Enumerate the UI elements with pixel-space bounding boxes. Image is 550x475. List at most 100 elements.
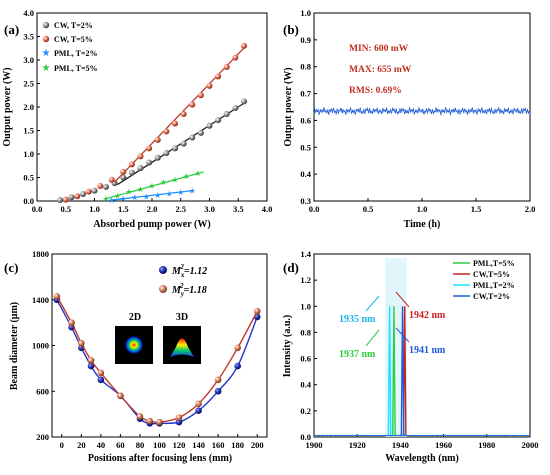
xtick-label: 160 bbox=[212, 440, 225, 450]
xtick-label: 0.0 bbox=[309, 204, 320, 214]
ytick-label: 3.5 bbox=[23, 32, 34, 42]
xtick-label: 1.5 bbox=[471, 204, 482, 214]
ytick-label: 1000 bbox=[32, 341, 49, 351]
legend-marker-a1 bbox=[42, 21, 50, 29]
ytick-label: 0.5 bbox=[300, 142, 311, 152]
data-point: ★ bbox=[148, 181, 155, 190]
panel-b: 0.0 0.5 1.0 1.5 2.00.30.40.50.60.70.80.91.0 … bbox=[283, 8, 535, 230]
annotation-1942: 1942 nm bbox=[409, 310, 446, 321]
plot-b bbox=[313, 106, 531, 117]
data-point bbox=[146, 417, 154, 425]
annotation-max: MAX: 655 mW bbox=[349, 65, 412, 75]
ytick-label: 0.7 bbox=[300, 89, 311, 99]
data-point bbox=[215, 117, 222, 124]
ytick-label: 1.0 bbox=[300, 8, 311, 18]
data-point bbox=[214, 387, 222, 395]
ytick-label: 200 bbox=[36, 432, 49, 442]
legend-label-d3: PML,T=2% bbox=[473, 281, 515, 290]
data-point bbox=[163, 150, 170, 157]
data-point bbox=[136, 413, 144, 420]
data-point bbox=[146, 159, 153, 166]
xlabel-c: Positions after focusing lens (mm) bbox=[88, 453, 232, 464]
data-point bbox=[97, 369, 105, 377]
legend-label-a2: CW, T=5% bbox=[54, 35, 93, 44]
data-point bbox=[241, 98, 247, 105]
data-point bbox=[128, 169, 135, 176]
legend-label-d2: CW,T=5% bbox=[473, 270, 510, 279]
data-point bbox=[85, 188, 92, 195]
ytick-label: 1400 bbox=[32, 295, 49, 305]
data-point bbox=[117, 392, 124, 400]
ytick-label: 4.0 bbox=[23, 8, 34, 18]
data-point bbox=[57, 197, 63, 204]
ytick-label: 1.0 bbox=[23, 149, 34, 159]
xtick-label: 140 bbox=[192, 440, 205, 450]
data-point bbox=[175, 414, 183, 421]
plot-frame-c bbox=[51, 253, 268, 438]
data-point bbox=[74, 193, 81, 200]
xtick-label: 1940 bbox=[392, 440, 409, 450]
xtick-label: 0 bbox=[60, 440, 64, 450]
ytick-label: 0.4 bbox=[300, 380, 311, 390]
panel-d: 1900 1920 1940 1960 1980 2000 0.0 0.2 0.4 0.6 0.8 1… bbox=[282, 249, 539, 464]
data-point bbox=[195, 400, 202, 408]
data-point bbox=[197, 92, 204, 99]
legend-label-c2: My2=1.18 bbox=[171, 282, 207, 298]
peak-annotations: 1935 nm 1937 nm 1942 nm 1941 nm bbox=[339, 291, 446, 360]
ytick-label: 0.0 bbox=[23, 196, 34, 206]
xtick-label: 1.5 bbox=[118, 204, 129, 214]
data-point: ★ bbox=[143, 192, 150, 201]
legend-marker-a4: ★ bbox=[42, 63, 51, 74]
legend-marker-a2 bbox=[42, 35, 50, 43]
xlabel-d: Wavelength (nm) bbox=[385, 453, 459, 464]
ytick-label: 0.6 bbox=[300, 354, 311, 364]
data-point bbox=[137, 165, 144, 172]
data-point: ★ bbox=[108, 196, 115, 205]
data-point bbox=[87, 362, 95, 370]
data-point bbox=[68, 319, 75, 326]
ytick-label: 2.5 bbox=[23, 79, 34, 89]
data-point bbox=[189, 134, 196, 141]
xtick-label: 4.0 bbox=[262, 204, 273, 214]
data-point: ★ bbox=[154, 191, 161, 200]
ytick-label: 3.0 bbox=[23, 55, 34, 65]
data-point bbox=[232, 54, 239, 61]
xtick-label: 3.5 bbox=[233, 204, 244, 214]
ytick-label: 1.2 bbox=[300, 275, 311, 285]
legend-label-c1: Mx2=1.12 bbox=[171, 263, 207, 279]
data-point bbox=[97, 182, 104, 189]
data-point bbox=[206, 122, 213, 129]
data-point bbox=[163, 128, 170, 135]
annotation-1941: 1941 nm bbox=[409, 345, 446, 356]
legend-label-a1: CW, T=2% bbox=[54, 21, 93, 30]
ticks-c: 0 20 40 60 80 100 120 140 160 180 200 200 600 1000 140… bbox=[32, 249, 264, 450]
data-point: ★ bbox=[171, 175, 178, 184]
annotation-rms: RMS: 0.69% bbox=[349, 86, 402, 96]
data-point bbox=[215, 73, 222, 80]
ticks-a: 0.0 0.5 1.0 1.5 2.0 2.5 3.0 3.5 4.0 0.0 0.5 1.0 1.5 2… bbox=[23, 8, 272, 214]
inset-label-2d: 2D bbox=[129, 312, 141, 323]
inset-2d-beam bbox=[125, 336, 143, 354]
plot-frame-b bbox=[313, 12, 531, 202]
xtick-label: 200 bbox=[251, 440, 264, 450]
ylabel-d: Intensity (a.u.) bbox=[282, 315, 293, 378]
ytick-label: 0.4 bbox=[300, 169, 311, 179]
xtick-label: 0.5 bbox=[60, 204, 71, 214]
xtick-label: 40 bbox=[97, 440, 106, 450]
xtick-label: 60 bbox=[116, 440, 125, 450]
xtick-label: 1980 bbox=[478, 440, 495, 450]
legend-marker-c1 bbox=[159, 266, 167, 274]
xtick-label: 1920 bbox=[349, 440, 366, 450]
data-point bbox=[232, 104, 239, 111]
fit-line bbox=[105, 171, 204, 200]
arrow-1935 bbox=[365, 295, 380, 312]
data-point bbox=[80, 190, 86, 197]
power-trace bbox=[313, 106, 531, 117]
data-point bbox=[175, 418, 183, 426]
ytick-label: 1800 bbox=[32, 249, 49, 259]
data-point: ★ bbox=[189, 187, 196, 196]
legend-a: CW, T=2% CW, T=5% ★ PML, T=2% ★ PML, T=5… bbox=[42, 21, 98, 74]
xtick-label: 1.0 bbox=[417, 204, 428, 214]
arrow-1942 bbox=[395, 291, 410, 308]
